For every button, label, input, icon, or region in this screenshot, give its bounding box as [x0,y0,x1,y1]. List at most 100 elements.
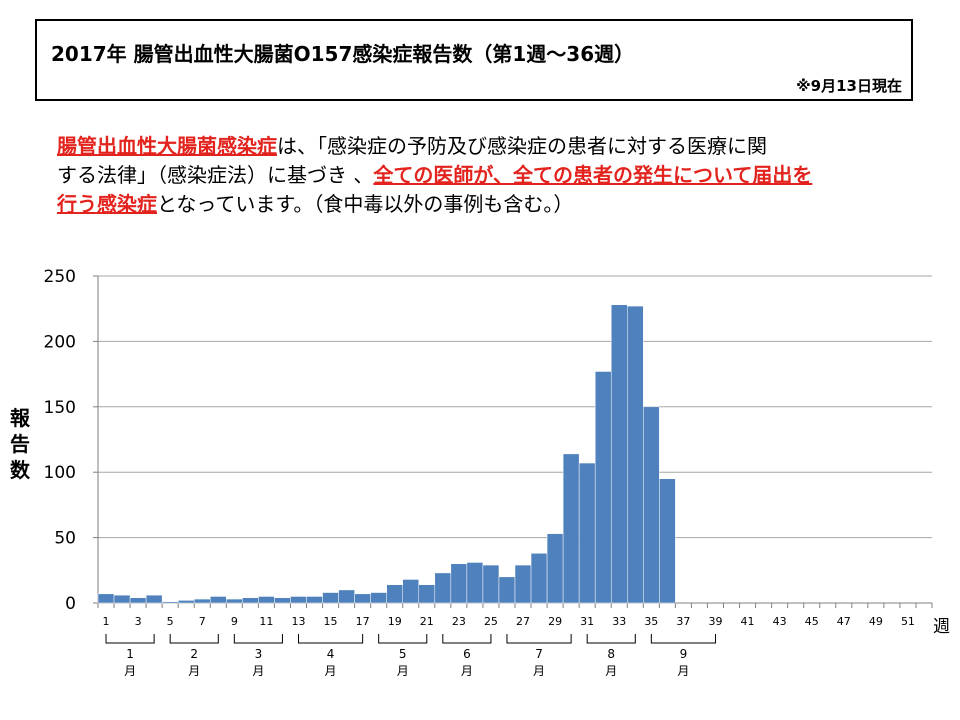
x-tick-label: 5 [167,615,174,628]
bar [386,584,403,604]
x-tick-label: 1 [103,615,110,628]
description-line-3-text: となっています。（食中毒以外の事例も含む。） [157,192,574,216]
month-label-number: 2 [190,647,198,661]
y-tick-label: 150 [44,398,76,418]
y-axis-label-char: 告 [10,432,30,456]
x-tick-label: 45 [805,615,819,628]
x-tick-label: 51 [901,615,915,628]
x-tick-label: 3 [135,615,142,628]
y-axis-label: 報告数 [7,405,33,483]
bar [450,563,468,604]
x-tick-label: 23 [452,615,466,628]
month-label-number: 9 [680,647,688,661]
bar [338,589,355,604]
month-bracket [586,634,636,644]
month-label-number: 1 [126,647,134,661]
bar [177,600,195,604]
y-tick-label: 50 [54,529,76,549]
month-label-number: 8 [607,647,615,661]
x-tick-label: 39 [708,615,722,628]
x-tick-label: 35 [644,615,658,628]
bar [530,553,548,604]
x-axis-unit-label: 週 [933,617,950,637]
x-tick-label: 19 [388,615,402,628]
description-line-1: 腸管出血性大腸菌感染症は、「感染症の予防及び感染症の患者に対する医療に関 [57,132,917,161]
description-line-1-text: は、「感染症の予防及び感染症の患者に対する医療に関 [277,134,767,158]
y-axis-label-char: 報 [10,406,30,430]
bar [290,596,307,604]
month-label-unit: 月 [252,664,264,678]
highlight-infection-type: 行う感染症 [57,192,157,216]
x-tick-label: 7 [199,615,206,628]
month-label-number: 3 [255,647,263,661]
title-box: 2017年 腸管出血性大腸菌O157感染症報告数（第1週～36週） ※9月13日… [35,19,913,101]
y-tick-label: 200 [44,332,76,352]
bar [145,594,163,604]
description-line-2-text: する法律」（感染症法）に基づき 、 [57,163,374,187]
month-label-unit: 月 [397,664,409,678]
y-tick-label: 250 [44,267,76,287]
x-tick-label: 27 [516,615,530,628]
month-label-number: 4 [327,647,335,661]
bar [97,593,115,604]
bar [226,598,243,604]
x-tick-label: 49 [869,615,883,628]
x-tick-label: 25 [484,615,498,628]
month-label-number: 6 [463,647,471,661]
description-line-2: する法律」（感染症法）に基づき 、全ての医師が、全ての患者の発生について届出を [57,161,917,190]
month-label-unit: 月 [461,664,473,678]
month-label-unit: 月 [124,664,136,678]
x-tick-label: 15 [324,615,338,628]
bar [659,478,676,604]
month-bracket [378,634,428,644]
bar [354,593,371,604]
x-tick-label: 41 [741,615,755,628]
bar [466,562,484,604]
bar [562,453,580,604]
x-tick-label: 13 [291,615,305,628]
bar [242,597,259,604]
month-bracket [105,634,155,644]
bar [322,592,339,604]
x-tick-label: 43 [773,615,787,628]
bar [482,564,500,604]
month-label-number: 5 [399,647,407,661]
bar [498,576,516,604]
bar [610,304,628,604]
x-tick-label: 37 [676,615,690,628]
month-label-unit: 月 [188,664,200,678]
month-bracket [169,634,219,644]
month-label-unit: 月 [677,664,689,678]
y-tick-label: 100 [44,463,76,483]
month-label-unit: 月 [605,664,617,678]
bar [514,564,532,604]
bar [274,597,291,604]
description-text: 腸管出血性大腸菌感染症は、「感染症の予防及び感染症の患者に対する医療に関 する法… [57,132,917,219]
month-label-unit: 月 [325,664,337,678]
highlight-reporting-rule: 全ての医師が、全ての患者の発生について届出を [373,163,813,187]
y-tick-label: 0 [65,594,76,614]
bar [258,596,275,604]
x-tick-label: 9 [231,615,238,628]
x-tick-label: 33 [612,615,626,628]
bar [643,406,660,604]
x-tick-label: 21 [420,615,434,628]
month-bracket [297,634,364,644]
bar [578,462,596,604]
bar [129,597,147,604]
page-title: 2017年 腸管出血性大腸菌O157感染症報告数（第1週～36週） [51,42,635,66]
bar [627,305,644,604]
bar [193,598,211,604]
bar [210,596,227,604]
month-label-number: 7 [535,647,543,661]
month-bracket [442,634,492,644]
x-tick-label: 31 [580,615,594,628]
bar [434,572,452,604]
highlight-disease-name: 腸管出血性大腸菌感染症 [57,134,277,158]
bar [370,592,387,604]
y-axis-label-char: 数 [10,458,30,482]
bar [161,601,179,604]
description-line-3: 行う感染症となっています。（食中毒以外の事例も含む。） [57,190,917,219]
x-tick-label: 11 [259,615,273,628]
